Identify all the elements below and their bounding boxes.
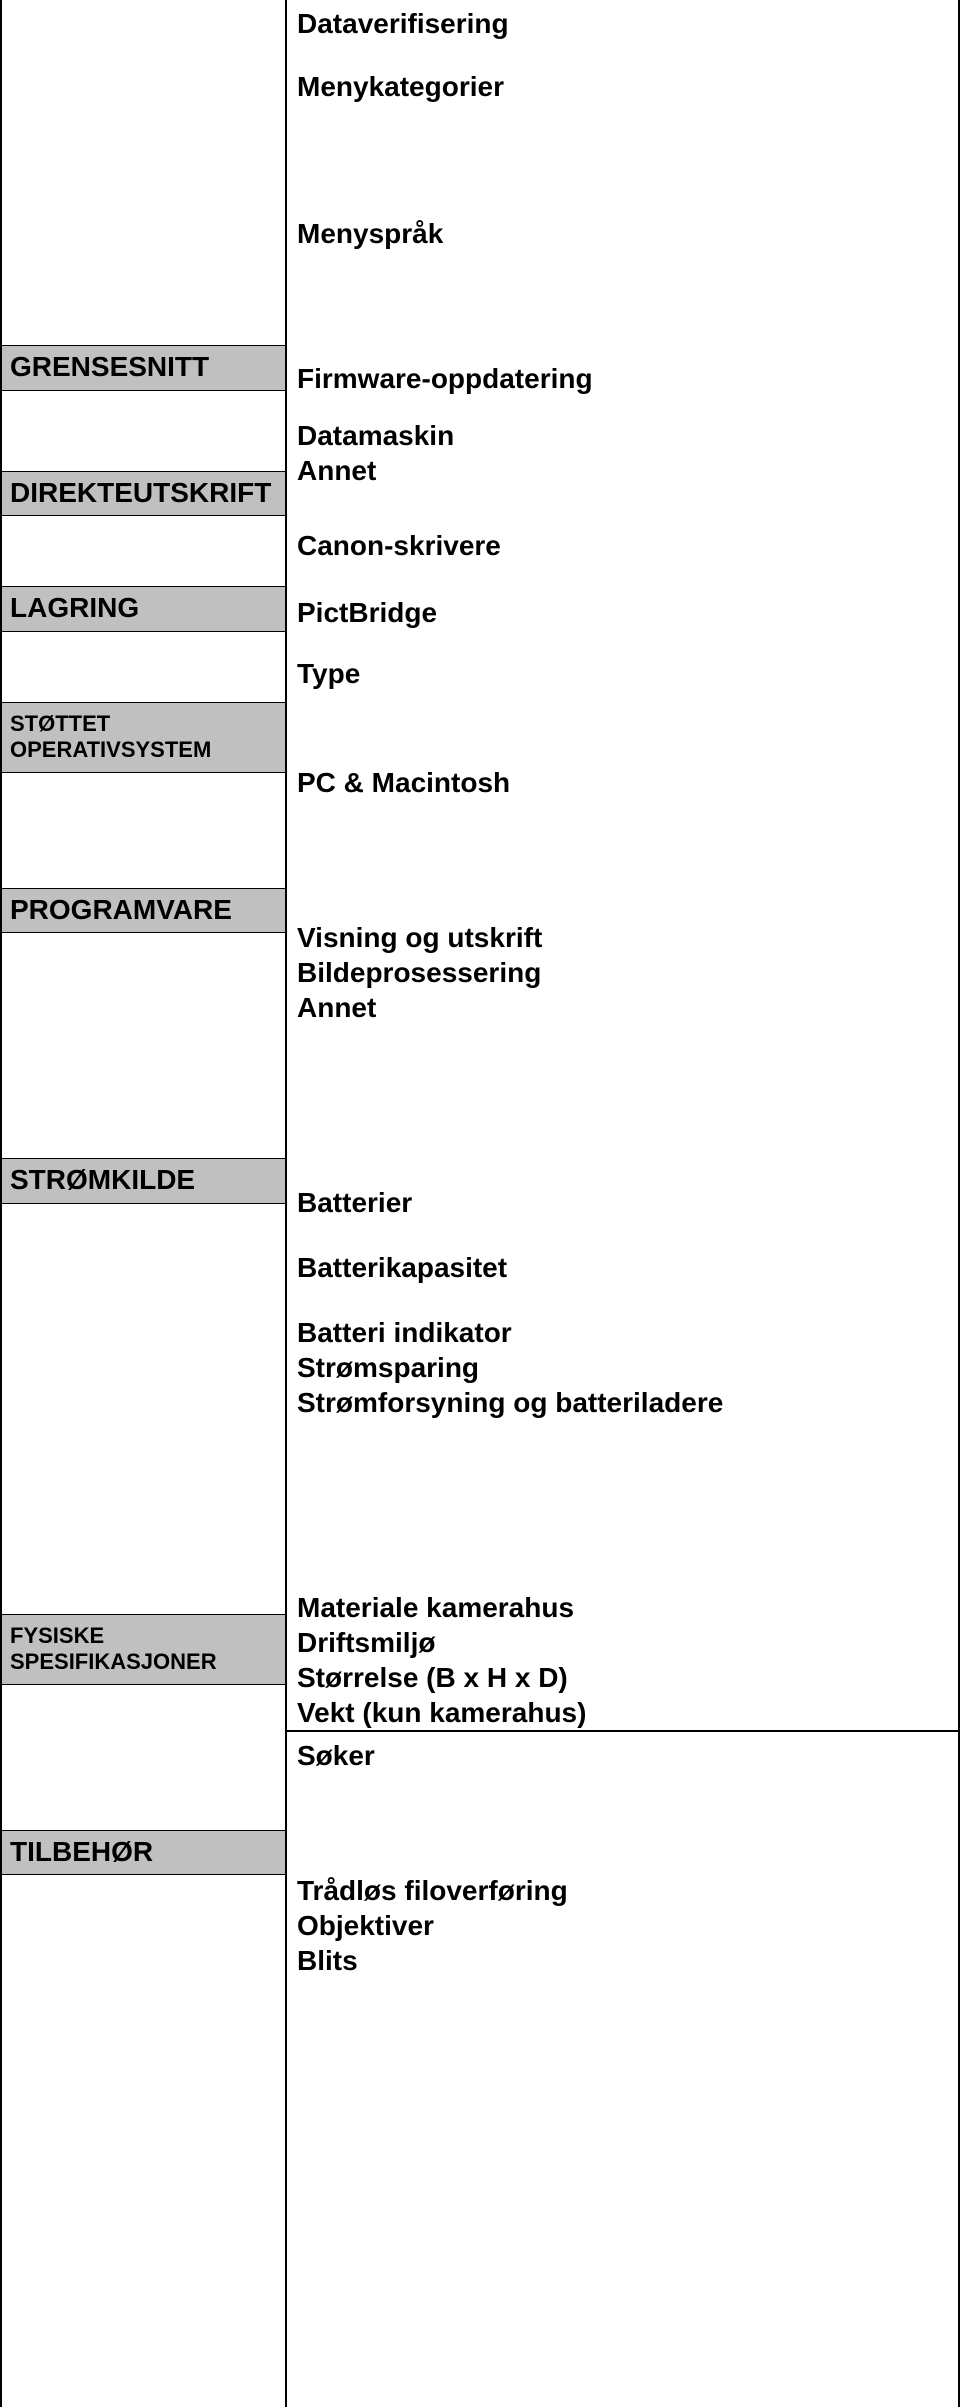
label-storrelse: Størrelse (B x H x D) xyxy=(287,1660,958,1695)
header-grensesnitt: GRENSESNITT xyxy=(2,345,285,391)
label-driftsmiljo: Driftsmiljø xyxy=(287,1625,958,1660)
label-menysprak: Menyspråk xyxy=(287,216,958,251)
header-stottet-os: STØTTET OPERATIVSYSTEM xyxy=(2,702,285,773)
label-blits: Blits xyxy=(287,1943,958,1978)
label-firmware: Firmware-oppdatering xyxy=(287,361,958,396)
header-direkteutskrift: DIREKTEUTSKRIFT xyxy=(2,471,285,517)
label-dataverifisering: Dataverifisering xyxy=(287,6,958,41)
label-batterikapasitet: Batterikapasitet xyxy=(287,1250,958,1285)
left-column: GRENSESNITT DIREKTEUTSKRIFT LAGRING STØT… xyxy=(2,0,287,2407)
label-objektiver: Objektiver xyxy=(287,1908,958,1943)
label-pictbridge: PictBridge xyxy=(287,595,958,630)
label-type: Type xyxy=(287,656,958,691)
label-batterier: Batterier xyxy=(287,1185,958,1220)
header-stromkilde: STRØMKILDE xyxy=(2,1158,285,1204)
header-lagring: LAGRING xyxy=(2,586,285,632)
label-stromforsyning: Strømforsyning og batteriladere xyxy=(287,1385,958,1420)
label-tradlos: Trådløs filoverføring xyxy=(287,1873,958,1908)
label-batteri-indikator: Batteri indikator xyxy=(287,1315,958,1350)
label-bildepros: Bildeprosessering xyxy=(287,955,958,990)
label-soker: Søker xyxy=(287,1738,958,1773)
label-annet1: Annet xyxy=(287,453,958,488)
label-annet2: Annet xyxy=(287,990,958,1025)
label-materiale: Materiale kamerahus xyxy=(287,1590,958,1625)
label-datamaskin: Datamaskin xyxy=(287,418,958,453)
label-stromsparing: Strømsparing xyxy=(287,1350,958,1385)
label-menykategorier: Menykategorier xyxy=(287,69,958,104)
header-fysiske: FYSISKE SPESIFIKASJONER xyxy=(2,1614,285,1685)
label-vekt: Vekt (kun kamerahus) xyxy=(287,1695,958,1730)
spec-table: GRENSESNITT DIREKTEUTSKRIFT LAGRING STØT… xyxy=(0,0,960,2407)
label-canon-skrivere: Canon-skrivere xyxy=(287,528,958,563)
label-visning: Visning og utskrift xyxy=(287,920,958,955)
right-column: Dataverifisering Menykategorier Menysprå… xyxy=(287,0,958,2407)
header-programvare: PROGRAMVARE xyxy=(2,888,285,934)
header-tilbehor: TILBEHØR xyxy=(2,1830,285,1876)
label-pc-mac: PC & Macintosh xyxy=(287,765,958,800)
